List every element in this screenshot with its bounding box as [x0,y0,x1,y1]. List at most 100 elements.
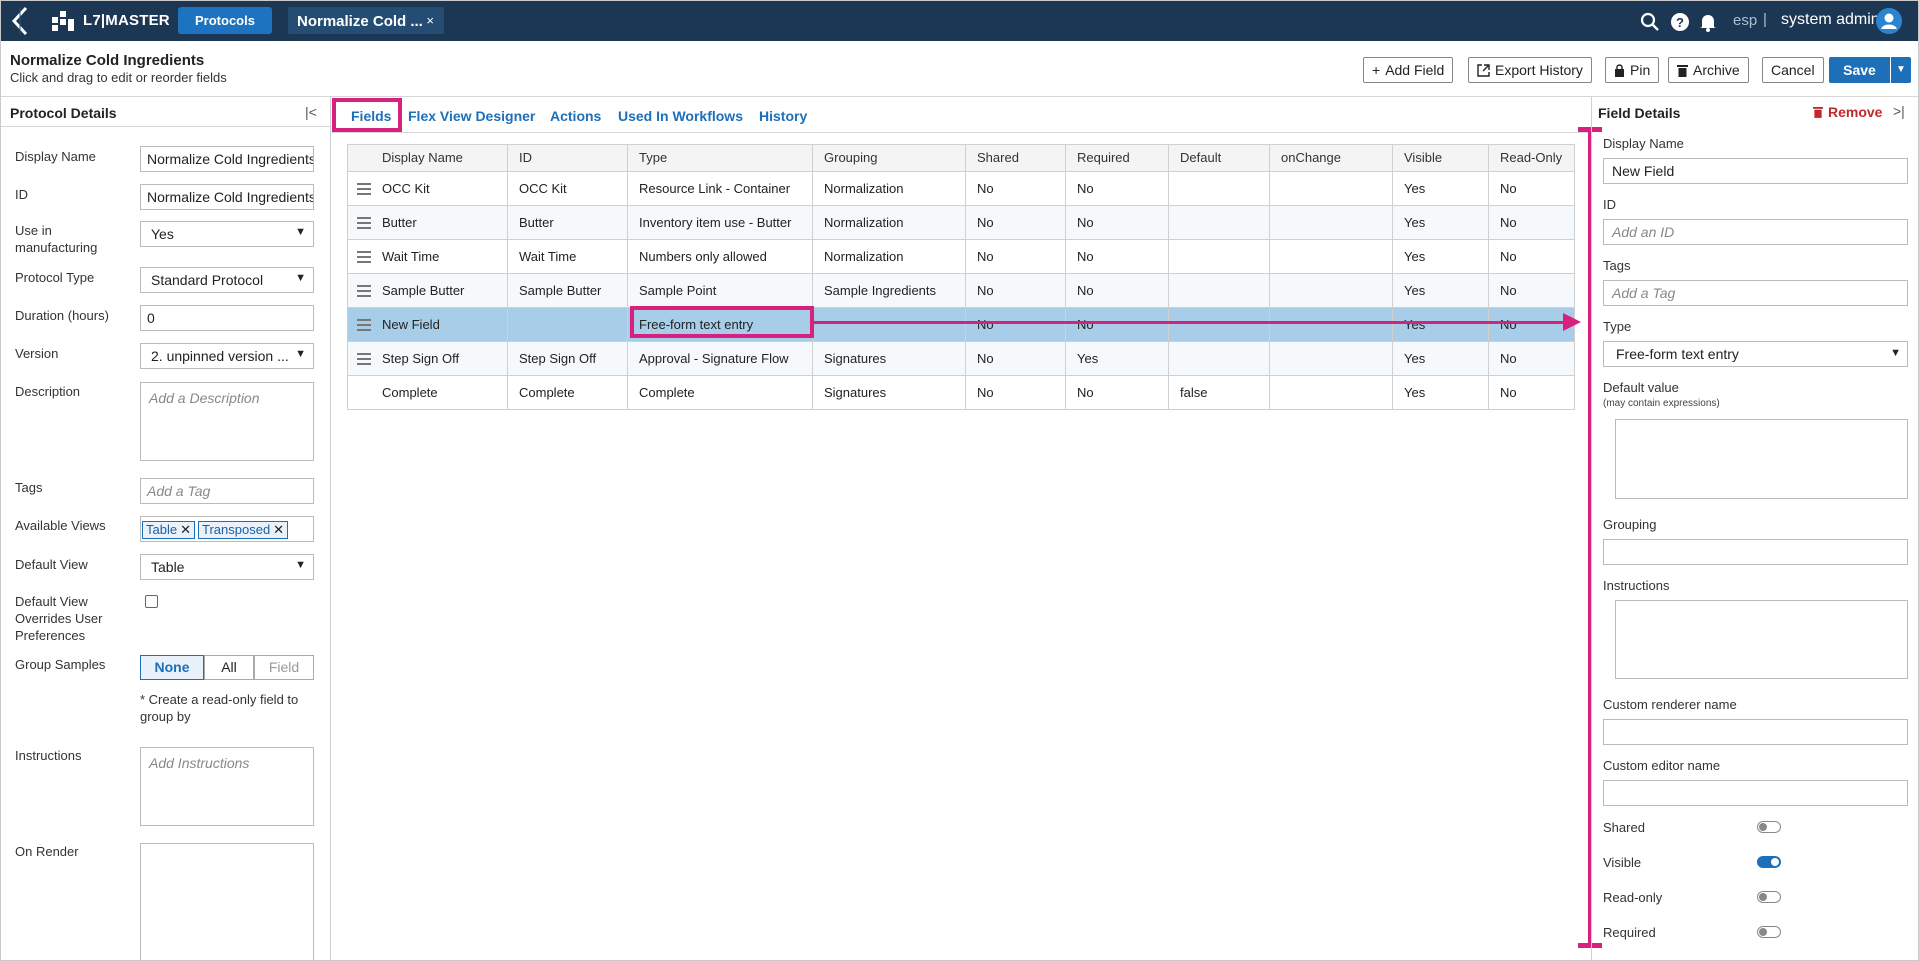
chevron-down-icon: ▼ [295,559,306,571]
field-type-select[interactable]: Free-form text entry ▼ [1603,341,1908,367]
cell-read-only: No [1488,342,1576,375]
external-link-icon [1477,64,1490,77]
trash-icon [1677,65,1688,77]
instructions-textarea[interactable]: Add Instructions [140,747,314,826]
column-header-required[interactable]: Required [1065,145,1168,171]
column-header-type[interactable]: Type [627,145,812,171]
tab-flex-view-designer[interactable]: Flex View Designer [408,108,536,124]
column-header-id[interactable]: ID [507,145,627,171]
back-chevron-icon[interactable] [8,6,34,36]
search-icon[interactable] [1640,12,1660,32]
drag-handle-icon[interactable] [357,319,371,331]
panel-title: Protocol Details [10,105,117,121]
pin-button[interactable]: Pin [1605,57,1660,83]
language-selector[interactable]: esp [1733,12,1758,29]
export-history-button[interactable]: Export History [1468,57,1592,83]
cell-id: Butter [507,206,627,239]
drag-handle-icon[interactable] [357,251,371,263]
display-name-input[interactable]: Normalize Cold Ingredients [140,146,314,172]
default-value-textarea[interactable] [1615,419,1908,499]
cell-type: Approval - Signature Flow [627,342,812,375]
column-header-read-only[interactable]: Read-Only [1488,145,1576,171]
protocol-type-select[interactable]: Standard Protocol ▼ [140,267,314,293]
column-header-onchange[interactable]: onChange [1269,145,1392,171]
version-select[interactable]: 2. unpinned version ... ▼ [140,343,314,369]
tab-actions[interactable]: Actions [550,108,602,124]
shared-toggle[interactable] [1757,821,1781,833]
chevron-down-icon: ▼ [295,272,306,284]
visible-toggle[interactable] [1757,856,1781,868]
bell-icon[interactable] [1698,12,1718,32]
field-display-name-input[interactable]: New Field [1603,158,1908,184]
drag-handle-icon[interactable] [357,285,371,297]
remove-button[interactable]: Remove [1813,104,1882,120]
id-input[interactable]: Normalize Cold Ingredients [140,184,314,210]
field-instructions-textarea[interactable] [1615,600,1908,679]
on-render-label: On Render [15,844,79,859]
help-icon[interactable]: ? [1670,12,1690,32]
column-header-shared[interactable]: Shared [965,145,1065,171]
table-row[interactable]: Complete Complete Complete Signatures No No fa… [348,376,1574,410]
table-row[interactable]: Step Sign Off Step Sign Off Approval - Sig… [348,342,1574,376]
select-value: Yes [151,226,174,242]
archive-button[interactable]: Archive [1668,57,1749,83]
table-row[interactable]: New Field Free-form text entry No No Yes No [348,308,1574,342]
field-id-input[interactable]: Add an ID [1603,219,1908,245]
read-only-toggle[interactable] [1757,891,1781,903]
required-toggle[interactable] [1757,926,1781,938]
cell-visible: Yes [1392,342,1488,375]
plus-icon: + [1372,62,1381,78]
close-icon[interactable]: ✕ [180,522,191,537]
field-tags-input[interactable]: Add a Tag [1603,280,1908,306]
add-field-button[interactable]: + Add Field [1363,57,1454,83]
drag-handle-icon[interactable] [357,183,371,195]
user-avatar-icon[interactable] [1876,8,1902,34]
custom-renderer-input[interactable] [1603,719,1908,745]
description-textarea[interactable]: Add a Description [140,382,314,461]
collapse-left-icon[interactable]: |< [305,104,317,120]
default-view-select[interactable]: Table ▼ [140,554,314,580]
column-header-display-name[interactable]: Display Name [382,150,463,165]
table-row[interactable]: OCC Kit OCC Kit Resource Link - Container N… [348,172,1574,206]
default-view-overrides-checkbox[interactable] [145,595,158,608]
duration-input[interactable]: 0 [140,305,314,331]
select-value: Standard Protocol [151,272,264,288]
caret-down-icon[interactable]: ▼ [1891,57,1911,83]
collapse-right-icon[interactable]: >| [1893,103,1905,119]
group-none-button[interactable]: None [140,655,204,680]
custom-editor-input[interactable] [1603,780,1908,806]
document-tab-label: Normalize Cold ... [297,13,423,30]
export-history-label: Export History [1495,62,1583,78]
tab-fields[interactable]: Fields [351,108,392,124]
tags-input[interactable]: Add a Tag [140,478,314,504]
drag-handle-icon[interactable] [357,353,371,365]
group-all-button[interactable]: All [204,655,254,680]
available-views-label: Available Views [15,518,106,533]
protocol-details-panel: Protocol Details |< Display Name Normali… [0,97,331,961]
on-render-textarea[interactable] [140,843,314,961]
close-icon[interactable]: × [426,13,434,28]
document-tab[interactable]: Normalize Cold ... × [288,7,444,34]
field-grouping-input[interactable] [1603,539,1908,565]
save-button[interactable]: Save [1829,57,1890,83]
cell-required: No [1065,240,1168,273]
close-icon[interactable]: ✕ [273,522,285,537]
id-label: ID [1603,197,1616,212]
column-header-visible[interactable]: Visible [1392,145,1488,171]
table-row[interactable]: Sample Butter Sample Butter Sample Point Sa… [348,274,1574,308]
table-row[interactable]: Butter Butter Inventory item use - Butter N… [348,206,1574,240]
nav-protocols-button[interactable]: Protocols [178,7,272,34]
fields-tab-highlight [332,98,402,132]
user-name[interactable]: system admin [1781,11,1880,28]
cancel-button[interactable]: Cancel [1762,57,1824,83]
tab-used-in-workflows[interactable]: Used In Workflows [618,108,743,124]
tab-history[interactable]: History [759,108,808,124]
drag-handle-icon[interactable] [357,217,371,229]
read-only-label: Read-only [1603,890,1663,905]
column-header-default[interactable]: Default [1168,145,1269,171]
available-views-input[interactable]: Table ✕ Transposed ✕ [140,516,314,542]
display-name-label: Display Name [15,149,96,164]
use-in-manufacturing-select[interactable]: Yes ▼ [140,221,314,247]
table-row[interactable]: Wait Time Wait Time Numbers only allowed No… [348,240,1574,274]
column-header-grouping[interactable]: Grouping [812,145,965,171]
